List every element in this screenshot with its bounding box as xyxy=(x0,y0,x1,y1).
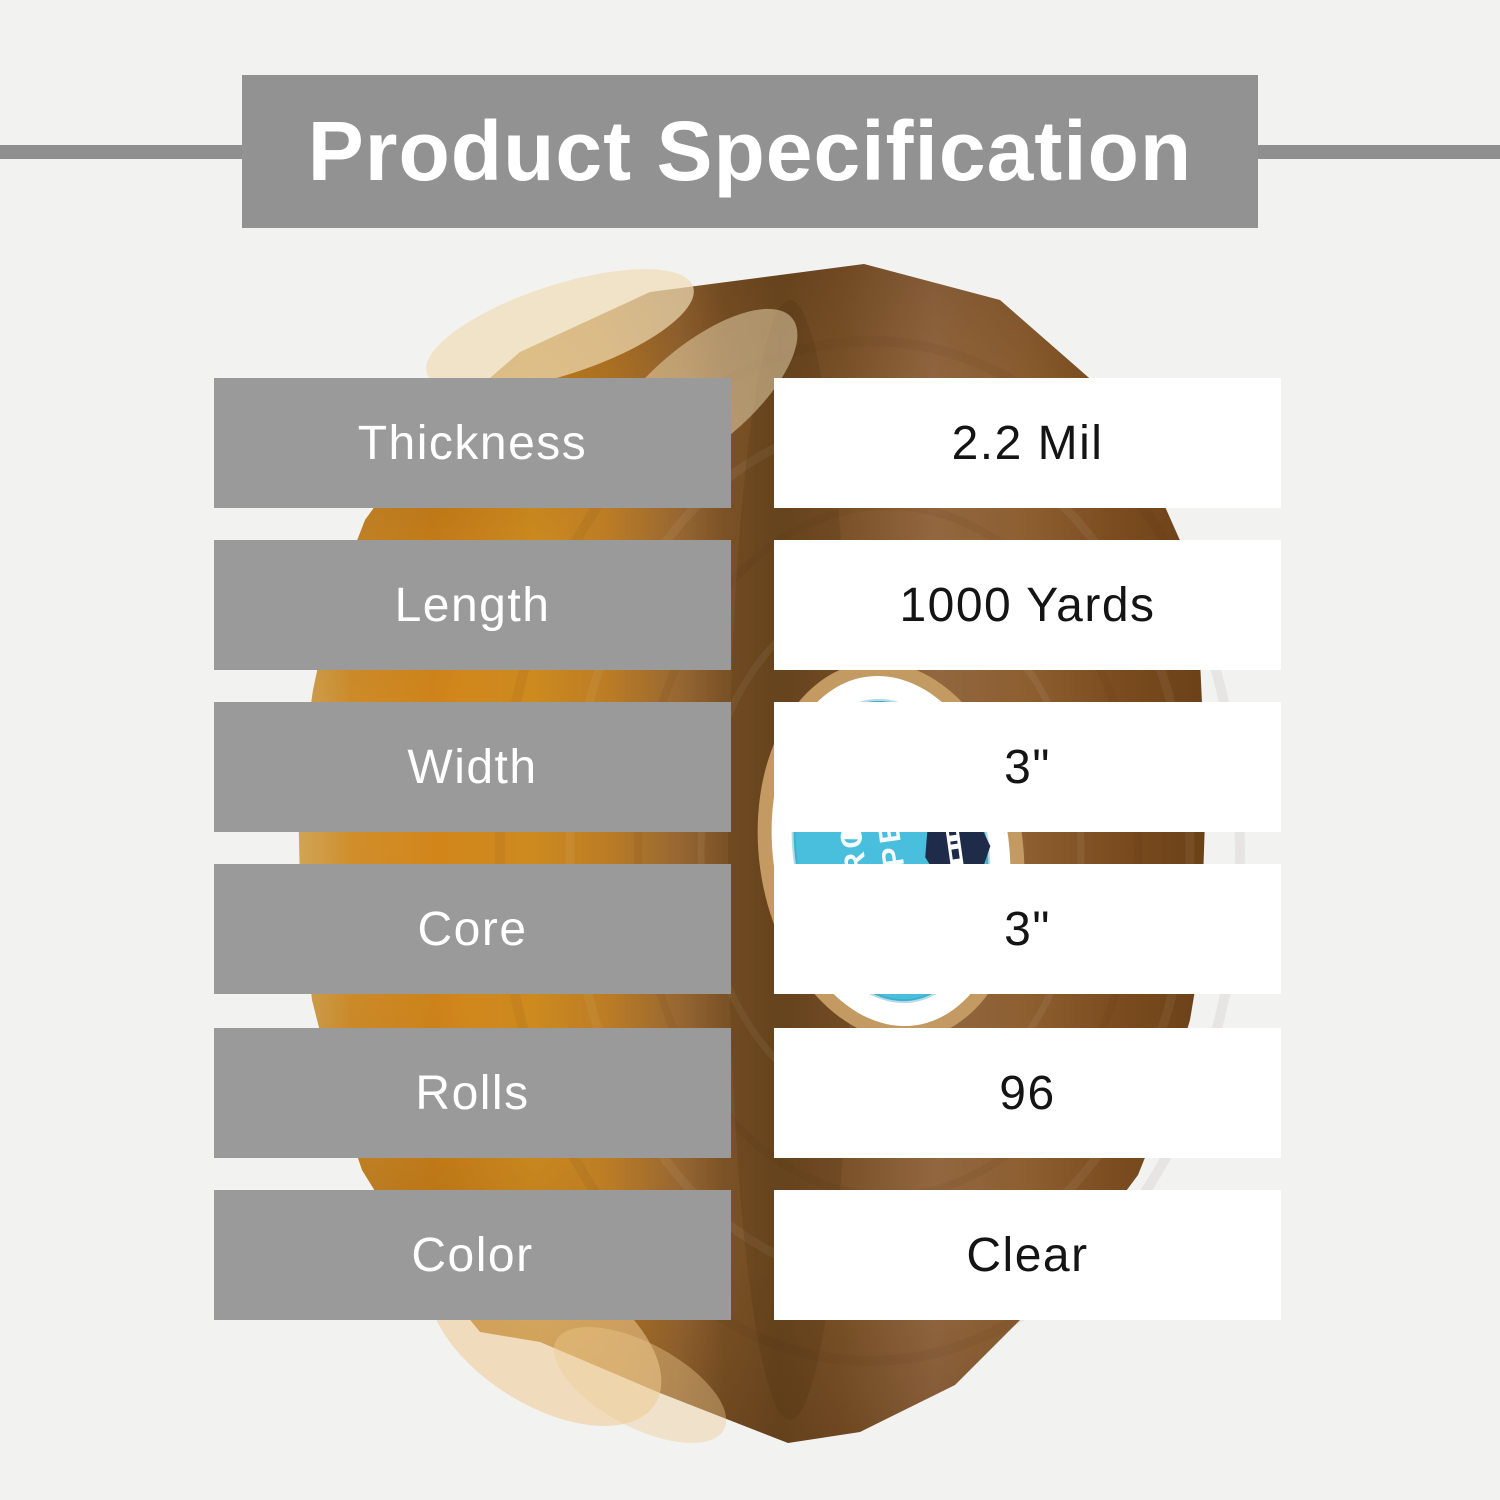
spec-row-core: Core 3" xyxy=(0,864,1500,994)
page-title: Product Specification xyxy=(307,104,1193,198)
spec-value: 3" xyxy=(774,864,1281,994)
spec-label: Thickness xyxy=(214,378,731,508)
spec-label: Width xyxy=(214,702,731,832)
spec-row-width: Width 3" xyxy=(0,702,1500,832)
spec-row-length: Length 1000 Yards xyxy=(0,540,1500,670)
spec-label: Rolls xyxy=(214,1028,731,1158)
spec-value: Clear xyxy=(774,1190,1281,1320)
spec-value: 3" xyxy=(774,702,1281,832)
spec-row-rolls: Rolls 96 xyxy=(0,1028,1500,1158)
spec-label: Length xyxy=(214,540,731,670)
spec-value: 1000 Yards xyxy=(774,540,1281,670)
title-banner: Product Specification xyxy=(242,75,1258,228)
spec-value: 96 xyxy=(774,1028,1281,1158)
spec-label: Core xyxy=(214,864,731,994)
spec-row-color: Color Clear xyxy=(0,1190,1500,1320)
spec-label: Color xyxy=(214,1190,731,1320)
spec-value: 2.2 Mil xyxy=(774,378,1281,508)
spec-row-thickness: Thickness 2.2 Mil xyxy=(0,378,1500,508)
